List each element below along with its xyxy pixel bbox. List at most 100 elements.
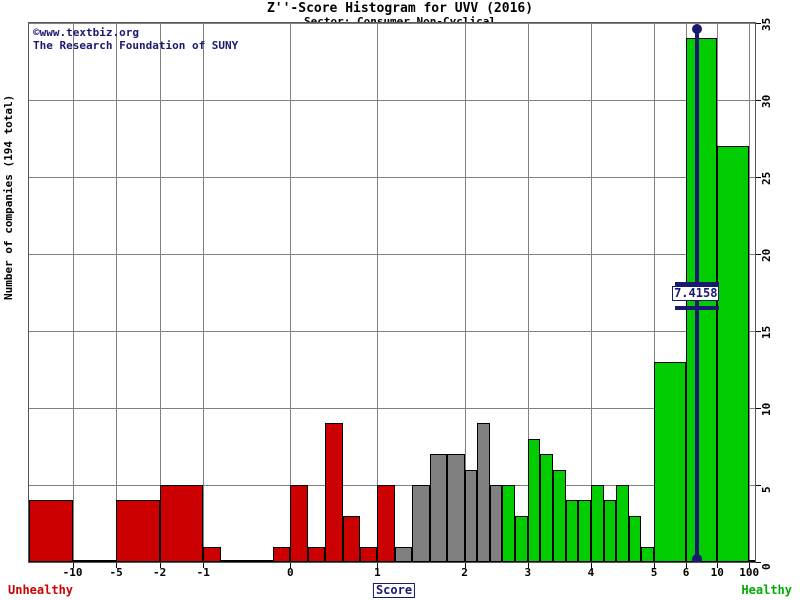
score-marker-dot-bottom <box>692 554 703 562</box>
x-axis-tick-mark <box>749 563 751 568</box>
x-axis-tick-label: 10 <box>710 566 724 579</box>
x-axis-tick-label: -2 <box>153 566 167 579</box>
x-axis-tick-label: 2 <box>461 566 468 579</box>
grid-line-horizontal <box>29 177 755 178</box>
histogram-bar <box>565 500 579 562</box>
histogram-bar <box>477 423 490 562</box>
plot-inner: 7.4158 <box>29 23 755 562</box>
x-axis-tick-mark <box>377 563 379 568</box>
histogram-bar <box>159 485 204 562</box>
x-axis-tick-label: 3 <box>524 566 532 579</box>
x-axis-tick-mark <box>686 563 688 568</box>
histogram-bar <box>590 485 604 562</box>
histogram-bar <box>527 438 541 562</box>
histogram-bar <box>412 485 430 562</box>
x-axis-tick-mark <box>72 563 74 568</box>
histogram-bar <box>641 546 655 562</box>
x-axis-tick-label: -1 <box>196 566 210 579</box>
grid-line-horizontal <box>29 408 755 409</box>
grid-line-vertical <box>72 23 74 562</box>
grid-line-horizontal <box>29 100 755 101</box>
x-axis-tick-label: 0 <box>287 566 294 579</box>
histogram-bar <box>342 515 361 562</box>
x-axis-tick-label: 4 <box>587 566 595 579</box>
x-axis-tick-mark <box>290 563 292 568</box>
histogram-bar <box>220 560 239 562</box>
histogram-bar <box>203 546 221 562</box>
histogram-bar <box>749 560 755 562</box>
x-axis-tick-label: 5 <box>650 566 658 579</box>
grid-line-vertical <box>116 23 118 562</box>
score-marker-label: 7.4158 <box>672 286 720 302</box>
score-marker-cap-top <box>675 281 720 286</box>
y-axis-tick-mark <box>756 23 761 24</box>
healthy-legend-label: Healthy <box>741 583 792 597</box>
y-axis-tick-label: 10 <box>760 402 773 416</box>
watermark: ©www.textbiz.org The Research Foundation… <box>33 26 238 52</box>
histogram-bar <box>72 560 117 562</box>
x-axis-tick-mark <box>464 563 466 568</box>
histogram-bar <box>654 361 687 562</box>
histogram-bar <box>447 454 465 562</box>
histogram-bar <box>290 485 308 562</box>
histogram-bar <box>578 500 591 562</box>
grid-line-vertical <box>527 23 529 562</box>
histogram-bar <box>553 469 566 562</box>
histogram-bar <box>116 500 160 562</box>
x-axis-tick-mark <box>203 563 205 568</box>
y-axis-tick-label: 0 <box>760 563 773 570</box>
watermark-line-1: ©www.textbiz.org <box>33 26 139 39</box>
y-axis-tick-mark <box>756 100 761 101</box>
grid-line-vertical <box>377 23 379 562</box>
watermark-line-2: The Research Foundation of SUNY <box>33 39 239 52</box>
chart-title: Z''-Score Histogram for UVV (2016) <box>266 1 534 16</box>
grid-line-vertical <box>654 23 656 562</box>
grid-line-vertical <box>464 23 466 562</box>
histogram-bar <box>464 469 478 562</box>
histogram-bar <box>489 485 503 562</box>
y-axis-tick-mark <box>756 408 761 409</box>
y-axis-label: Number of companies (194 total) <box>2 94 15 300</box>
y-axis-tick-label: 15 <box>760 325 773 339</box>
y-axis-tick-label: 20 <box>760 248 773 262</box>
histogram-bar <box>394 546 413 562</box>
grid-line-vertical <box>590 23 592 562</box>
histogram-bar <box>515 515 528 562</box>
x-axis-tick-label: 6 <box>682 566 690 579</box>
y-axis-tick-mark <box>756 177 761 178</box>
y-axis-tick-label: 25 <box>760 171 773 185</box>
histogram-bar <box>377 485 395 562</box>
x-axis-tick-label: -5 <box>109 566 123 579</box>
plot-area: 7.4158 <box>28 22 756 563</box>
x-axis-tick-mark <box>527 563 529 568</box>
x-axis-tick-label: 100 <box>739 566 760 579</box>
histogram-bar <box>272 546 291 562</box>
histogram-bar <box>540 454 554 562</box>
histogram-bar <box>502 485 516 562</box>
grid-line-horizontal <box>29 331 755 332</box>
x-axis-tick-mark <box>590 563 592 568</box>
grid-line-vertical <box>159 23 161 562</box>
y-axis-tick-label: 30 <box>760 94 773 108</box>
histogram-bar <box>616 485 629 562</box>
y-axis-tick-mark <box>756 331 761 332</box>
x-axis-tick-label: 1 <box>374 566 381 579</box>
y-axis-tick-mark <box>756 562 761 563</box>
unhealthy-legend-label: Unhealthy <box>8 583 74 597</box>
grid-line-horizontal <box>29 23 755 24</box>
histogram-bar <box>717 146 750 562</box>
x-axis-tick-mark <box>159 563 161 568</box>
x-axis-tick-label: -10 <box>62 566 83 579</box>
histogram-bar <box>307 546 326 562</box>
histogram-bar <box>628 515 642 562</box>
histogram-bar <box>429 454 448 562</box>
x-axis-tick-mark <box>116 563 118 568</box>
histogram-bar <box>255 560 273 562</box>
score-marker-dot-top <box>692 24 703 35</box>
histogram-bar <box>360 546 378 562</box>
histogram-bar <box>603 500 617 562</box>
histogram-bar <box>29 500 73 562</box>
x-axis-tick-mark <box>717 563 719 568</box>
grid-line-vertical <box>290 23 292 562</box>
